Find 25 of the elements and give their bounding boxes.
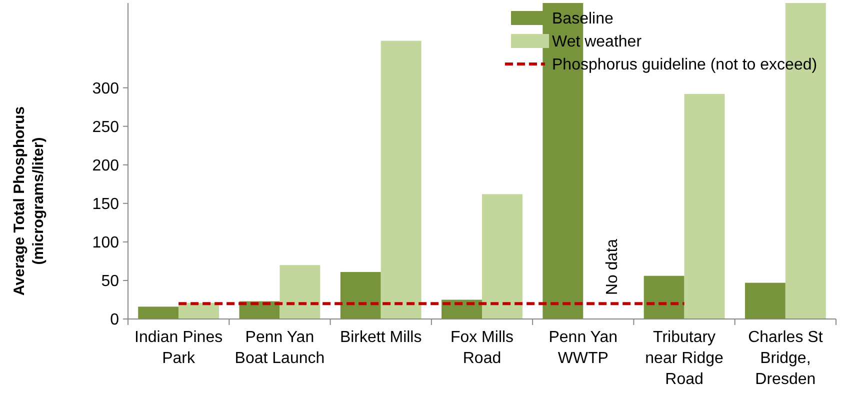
x-tick-label: Charles St Bridge, Dresden bbox=[748, 329, 824, 388]
y-tick-label: 50 bbox=[101, 273, 120, 290]
y-tick-label: 100 bbox=[92, 234, 120, 252]
y-tick-label: 0 bbox=[110, 312, 120, 329]
bar bbox=[482, 194, 522, 319]
bar bbox=[684, 94, 725, 319]
x-tick-label: Fox Mills Road bbox=[450, 329, 514, 367]
y-axis-title: Average Total Phosphorus (micrograms/liter) bbox=[11, 106, 47, 296]
bar bbox=[644, 276, 684, 319]
x-tick-label: Indian Pines Park bbox=[134, 329, 223, 367]
x-tick-label: Birkett Mills bbox=[340, 329, 422, 346]
y-tick-label: 300 bbox=[92, 80, 120, 98]
x-tick-label: Penn Yan Boat Launch bbox=[234, 329, 325, 367]
x-tick-label: Penn Yan WWTP bbox=[548, 329, 618, 367]
bar bbox=[280, 265, 320, 319]
bar bbox=[744, 282, 786, 319]
bar bbox=[380, 40, 422, 319]
x-tick-label: Tributary near Ridge Road bbox=[645, 329, 724, 388]
annotation: No data bbox=[604, 238, 622, 295]
y-tick-label: 200 bbox=[92, 157, 120, 174]
bar bbox=[340, 272, 381, 319]
bar bbox=[138, 306, 179, 319]
y-tick-label: 150 bbox=[92, 196, 120, 213]
legend-label: Wet weather bbox=[552, 34, 642, 51]
y-tick-label: 250 bbox=[92, 118, 120, 136]
